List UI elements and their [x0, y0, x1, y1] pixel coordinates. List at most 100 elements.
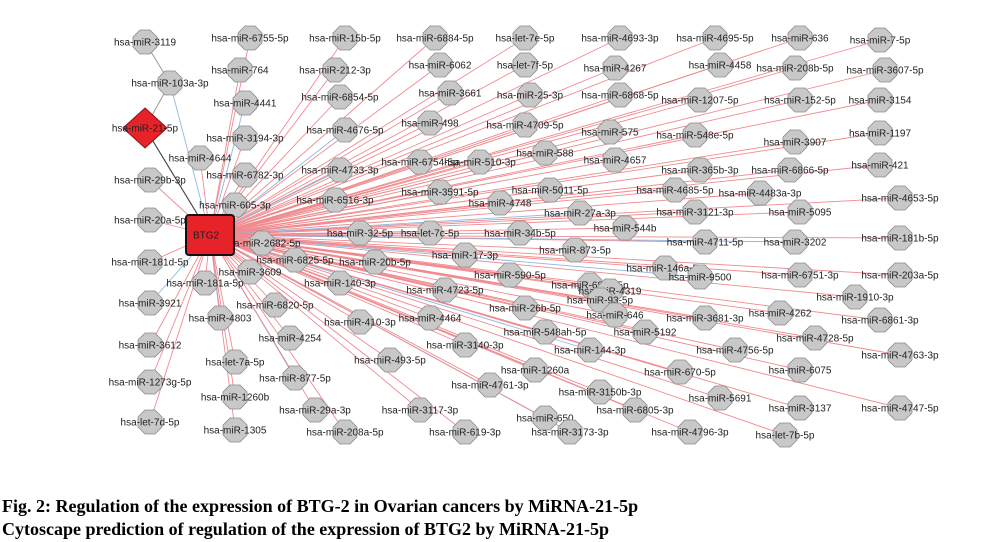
- node-label: hsa-miR-6868-5p: [581, 91, 659, 102]
- node-label: hsa-miR-6751-3p: [761, 271, 839, 282]
- node-label: hsa-miR-6805-3p: [596, 406, 674, 417]
- node-label: hsa-let-7f-5p: [497, 61, 554, 72]
- mirna-node: [667, 359, 693, 385]
- mirna-node: [332, 25, 358, 51]
- node-label: hsa-miR-619-3p: [429, 428, 501, 439]
- mirna-node: [327, 270, 353, 296]
- mirna-node: [597, 119, 623, 145]
- edge: [209, 94, 531, 236]
- node-label: hsa-miR-4319: [579, 287, 642, 298]
- mirna-node: [602, 302, 628, 328]
- node-label: hsa-miR-34b-5p: [484, 229, 556, 240]
- node-label: hsa-miR-181b-5p: [861, 234, 939, 245]
- node-label: hsa-miR-5192: [614, 328, 677, 339]
- mirna-node: [187, 145, 213, 171]
- edge: [209, 234, 431, 319]
- node-label: hsa-let-7a-5p: [206, 358, 265, 369]
- node-label: hsa-miR-4653-5p: [861, 194, 939, 205]
- mirna-node: [867, 87, 893, 113]
- mirna-node: [587, 287, 613, 313]
- node-label: hsa-let-7d-5p: [121, 418, 180, 429]
- mirna-node: [207, 305, 233, 331]
- node-label: hsa-miR-4676-5p: [306, 126, 384, 137]
- mirna-node: [192, 270, 218, 296]
- mirna-node: [417, 220, 443, 246]
- edge: [209, 64, 441, 236]
- edge: [209, 234, 856, 298]
- node-label: hsa-miR-1910-3p: [816, 293, 894, 304]
- mirna-node: [432, 277, 458, 303]
- mirna-node: [332, 419, 358, 445]
- edge: [209, 37, 716, 236]
- node-label: hsa-miR-4483a-3p: [719, 189, 802, 200]
- mirna-node: [557, 419, 583, 445]
- mirna-node: [137, 167, 163, 193]
- edge: [209, 234, 901, 276]
- edge: [209, 161, 421, 236]
- node-label: hsa-miR-5095: [769, 208, 832, 219]
- node-label: hsa-miR-29a-3p: [279, 406, 351, 417]
- mirna-node: [522, 357, 548, 383]
- node-label: hsa-miR-212-3p: [299, 66, 371, 77]
- node-label: hsa-miR-1260a: [501, 366, 570, 377]
- mirna-node: [887, 225, 913, 251]
- mirna-node: [587, 379, 613, 405]
- edge: [209, 234, 901, 409]
- node-label: hsa-miR-181a-5p: [166, 279, 244, 290]
- node-label: hsa-miR-4441: [214, 99, 277, 110]
- edge: [209, 234, 801, 409]
- mirna-node: [787, 87, 813, 113]
- node-label: hsa-miR-208a-5p: [306, 428, 384, 439]
- node-label: hsa-miR-6854-5p: [301, 93, 379, 104]
- node-label: hsa-miR-3137: [769, 404, 832, 415]
- edge: [209, 39, 881, 236]
- node-label: hsa-miR-144-3p: [554, 346, 626, 357]
- mirna-node: [512, 52, 538, 78]
- node-label: hsa-miR-4693-3p: [581, 34, 659, 45]
- node-label: hsa-miR-3681-3p: [666, 314, 744, 325]
- node-label: hsa-miR-6516-3p: [296, 196, 374, 207]
- node-label: hsa-miR-17-3p: [432, 251, 499, 262]
- node-label: hsa-miR-877-5p: [259, 374, 331, 385]
- mirna-node: [747, 180, 773, 206]
- mirna-node: [237, 259, 263, 285]
- mirna-node: [507, 220, 533, 246]
- edge: [209, 234, 616, 316]
- node-label: hsa-miR-4262: [749, 309, 812, 320]
- mirna-node: [347, 220, 373, 246]
- node-label: hsa-miR-4711-5p: [667, 238, 744, 249]
- edge: [209, 102, 246, 236]
- mirna-node: [249, 230, 275, 256]
- edge: [209, 211, 696, 236]
- mirna-node: [607, 25, 633, 51]
- edge: [209, 99, 881, 236]
- node-label: hsa-miR-146a-5p: [626, 264, 704, 275]
- caption-line: Cytoscape prediction of regulation of th…: [2, 519, 609, 539]
- mirna-node: [407, 397, 433, 423]
- mirna-node: [887, 262, 913, 288]
- mirna-node: [362, 249, 388, 275]
- node-label: hsa-miR-590-5p: [474, 271, 546, 282]
- node-label: hsa-miR-3202: [764, 238, 827, 249]
- mirna-node: [782, 229, 808, 255]
- mirna-node: [887, 395, 913, 421]
- node-label: hsa-miR-5691: [689, 394, 752, 405]
- mirna-node: [232, 125, 258, 151]
- node-label: hsa-miR-3173-3p: [531, 428, 609, 439]
- caption-line: Fig. 2: Regulation of the expression of …: [2, 496, 639, 516]
- node-label: hsa-miR-4657: [584, 156, 647, 167]
- node-label: hsa-miR-3121-3p: [656, 208, 734, 219]
- mirna-node: [137, 207, 163, 233]
- mirna-node: [232, 90, 258, 116]
- edge: [209, 234, 801, 371]
- mirna-node: [577, 337, 603, 363]
- mirna-node: [452, 242, 478, 268]
- node-label: hsa-miR-26b-5p: [489, 304, 561, 315]
- mirna-node: [707, 385, 733, 411]
- mirna-node: [602, 55, 628, 81]
- node-label: hsa-miR-32-5p: [327, 229, 394, 240]
- mirna-node: [137, 249, 163, 275]
- mirna-node: [517, 82, 543, 108]
- mirna-node: [322, 57, 348, 83]
- mirna-node: [427, 179, 453, 205]
